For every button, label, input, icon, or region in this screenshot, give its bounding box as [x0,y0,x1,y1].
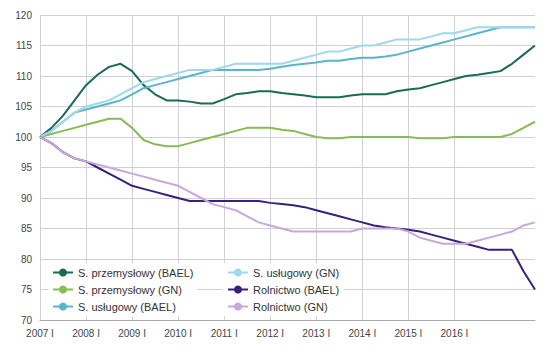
svg-text:100: 100 [15,132,32,143]
svg-text:2015 I: 2015 I [394,328,422,339]
svg-text:105: 105 [15,101,32,112]
svg-text:2009 I: 2009 I [118,328,146,339]
svg-text:Rolnictwo (GN): Rolnictwo (GN) [253,301,328,313]
svg-text:S. przemysłowy (GN): S. przemysłowy (GN) [78,284,182,296]
svg-text:120: 120 [15,10,32,21]
svg-text:115: 115 [16,40,32,51]
svg-text:2007 I: 2007 I [26,328,54,339]
svg-text:85: 85 [21,223,33,234]
svg-text:90: 90 [21,193,33,204]
svg-text:80: 80 [21,254,33,265]
svg-text:95: 95 [21,162,33,173]
svg-text:2012 I: 2012 I [256,328,284,339]
svg-text:2008 I: 2008 I [72,328,100,339]
svg-text:S. usługowy (GN): S. usługowy (GN) [253,267,339,279]
svg-text:2010 I: 2010 I [164,328,192,339]
svg-text:70: 70 [21,315,33,326]
svg-text:2016 I: 2016 I [441,328,469,339]
svg-text:2011 I: 2011 I [211,328,238,339]
svg-text:Rolnictwo (BAEL): Rolnictwo (BAEL) [253,284,339,296]
svg-text:S. usługowy (BAEL): S. usługowy (BAEL) [78,301,176,313]
svg-text:110: 110 [16,71,32,82]
svg-text:2014 I: 2014 I [348,328,376,339]
svg-text:S. przemysłowy (BAEL): S. przemysłowy (BAEL) [78,267,194,279]
svg-text:2013 I: 2013 I [302,328,330,339]
svg-text:75: 75 [21,284,33,295]
